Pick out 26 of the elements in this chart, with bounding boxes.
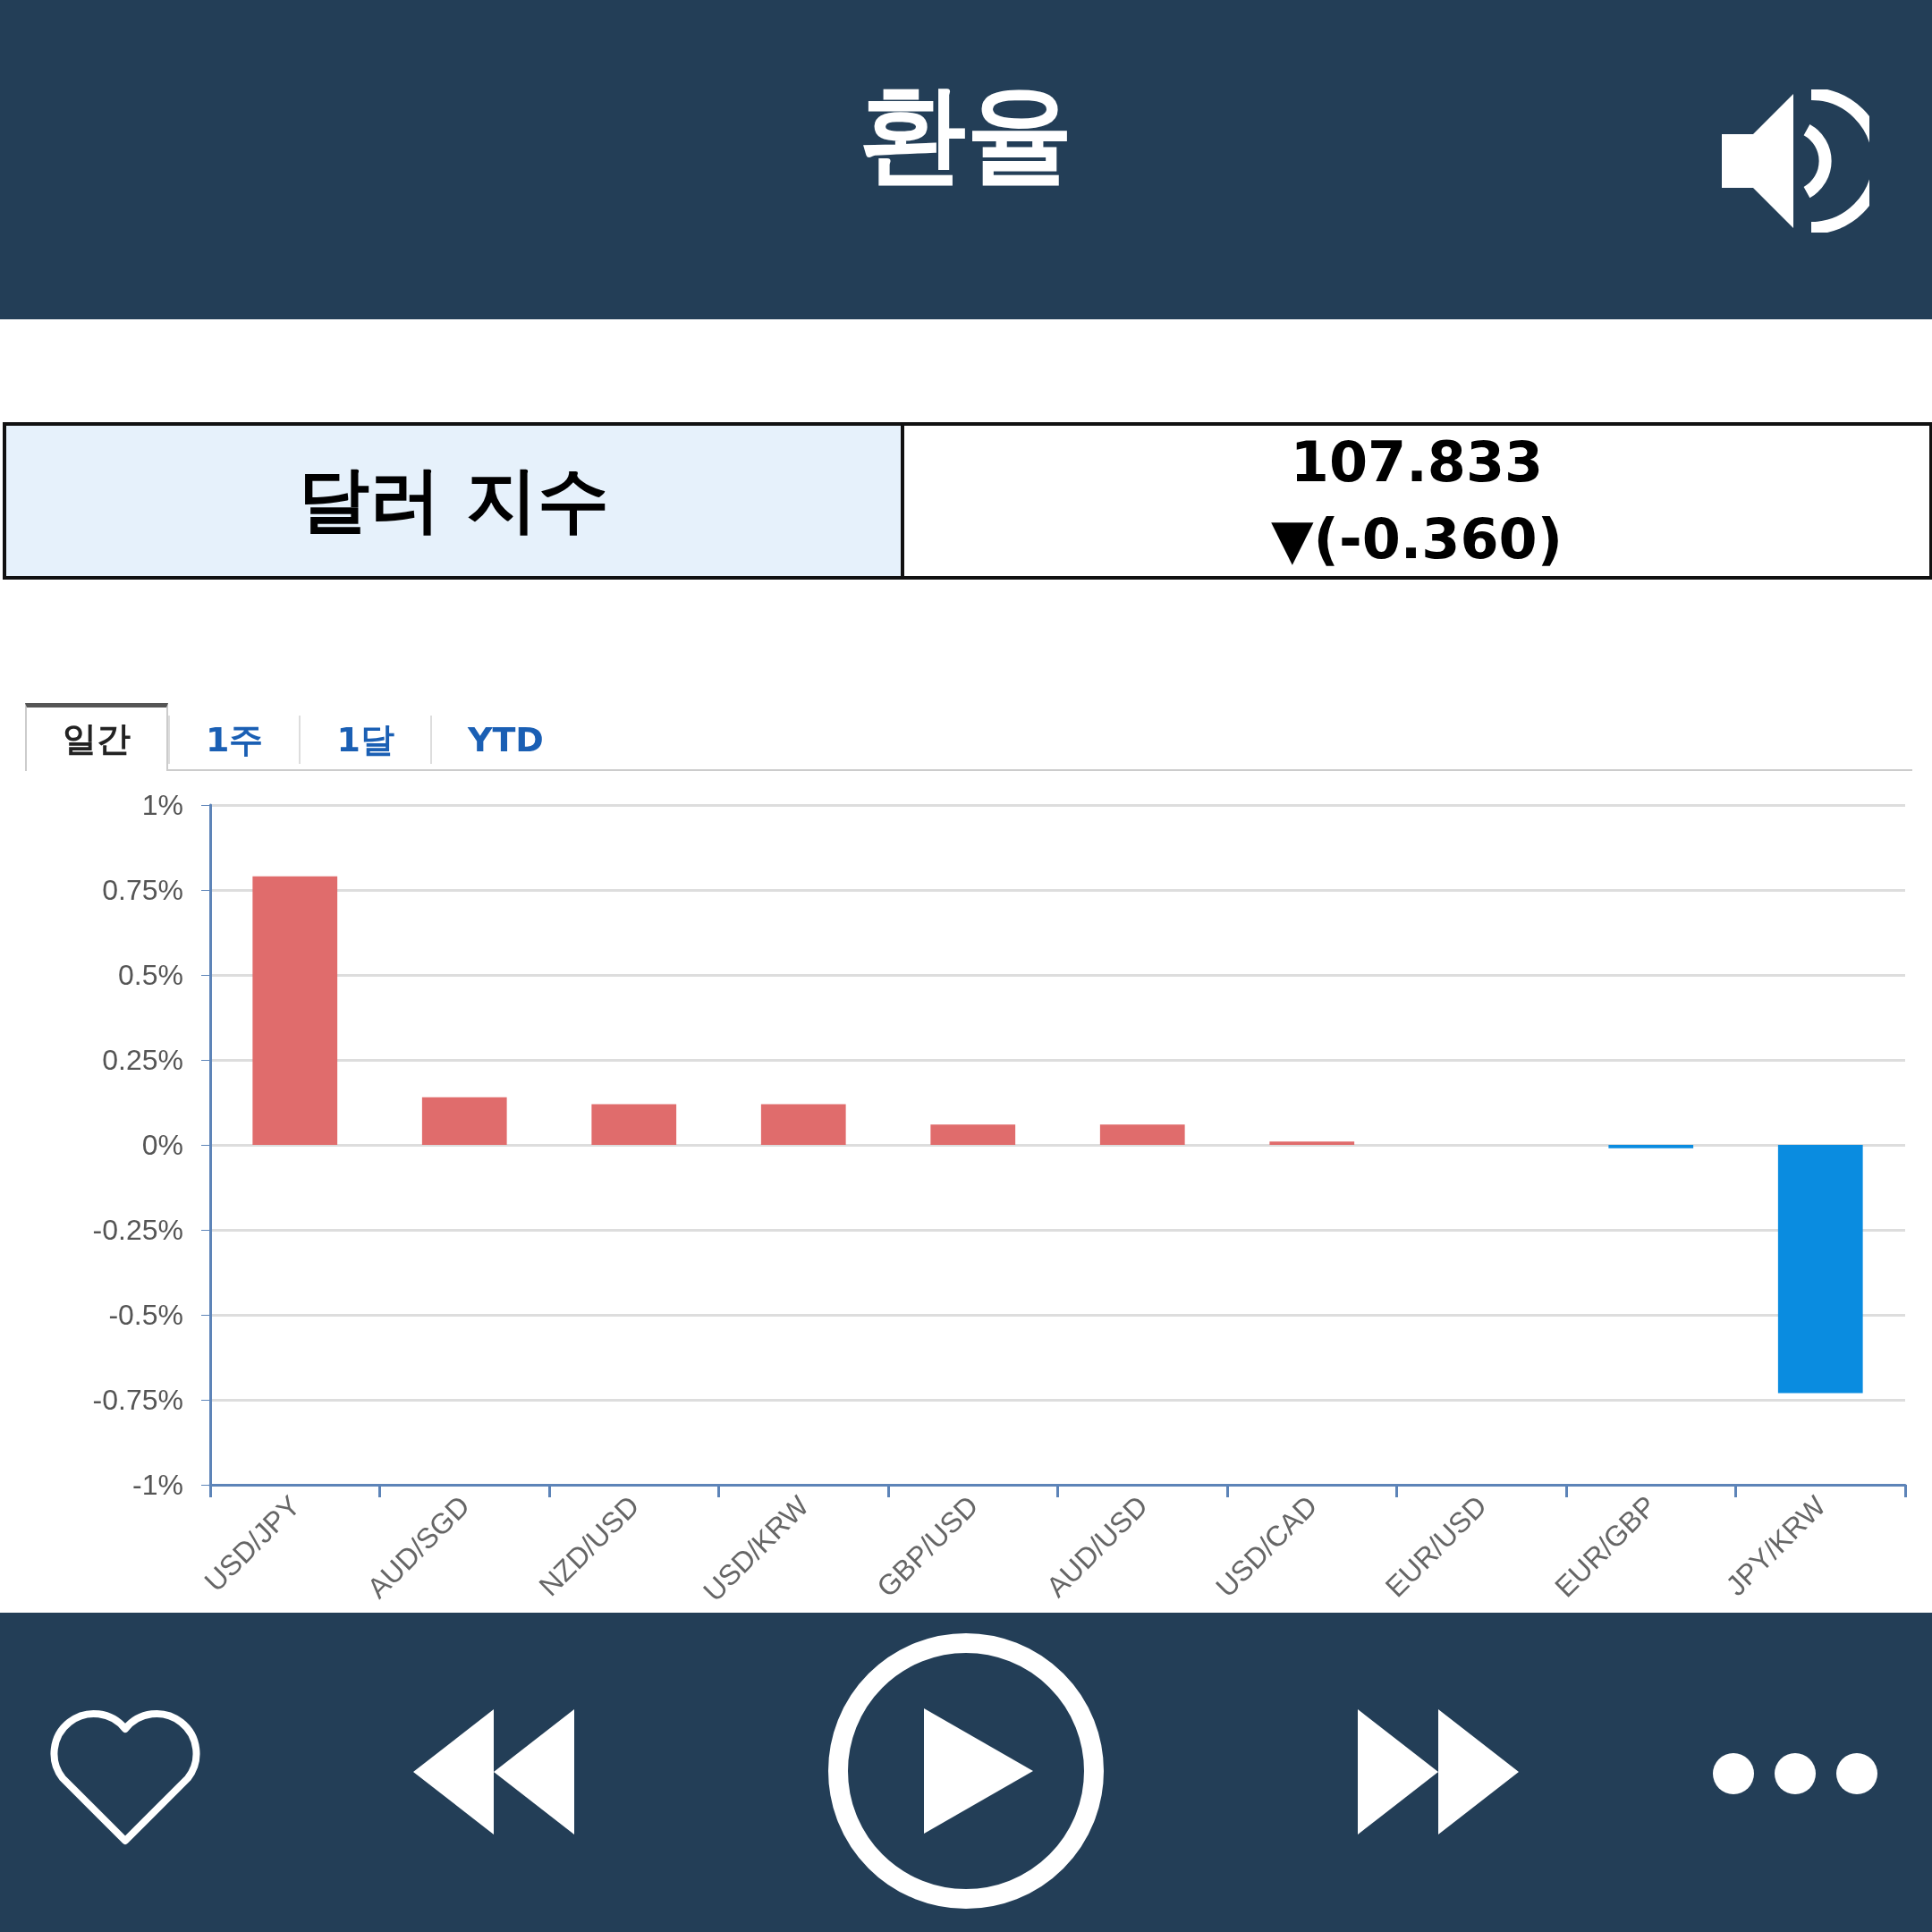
- bar: [591, 1104, 677, 1145]
- y-tick-label: 1%: [141, 789, 183, 821]
- text: ▼(-0.360): [1270, 505, 1563, 573]
- y-tick-label: -0.5%: [108, 1299, 183, 1331]
- bar: [421, 1097, 507, 1145]
- text: 일간: [25, 703, 168, 771]
- text: 1주: [168, 716, 300, 764]
- bar: [930, 1124, 1016, 1145]
- y-tick-label: -0.25%: [92, 1214, 183, 1246]
- bar: [1608, 1145, 1694, 1148]
- y-tick-label: 0.5%: [118, 959, 183, 991]
- text: 달러 지수: [6, 426, 904, 576]
- y-tick-label: 0.25%: [102, 1044, 183, 1076]
- y-tick-label: -1%: [132, 1469, 183, 1501]
- bar: [760, 1104, 846, 1145]
- text: 1달: [299, 716, 430, 764]
- bar: [1099, 1124, 1185, 1145]
- y-tick-label: 0%: [141, 1129, 183, 1161]
- text: YTD: [429, 716, 580, 764]
- y-tick-label: 0.75%: [102, 874, 183, 906]
- y-tick-label: -0.75%: [92, 1384, 183, 1416]
- text: 107.833: [1290, 428, 1544, 496]
- bar: [252, 876, 338, 1145]
- chart-title: 환율: [858, 71, 1074, 198]
- bar: [1269, 1141, 1355, 1145]
- bar: [1777, 1145, 1863, 1394]
